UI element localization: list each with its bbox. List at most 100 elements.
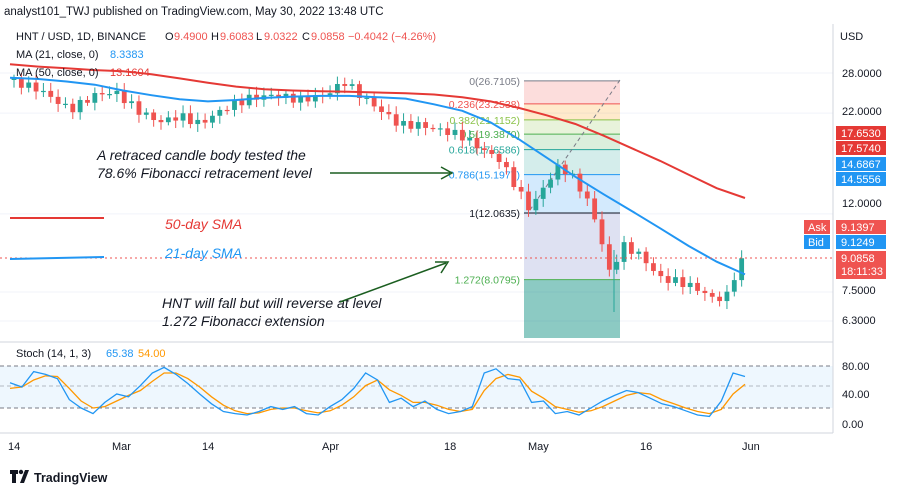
stoch-band bbox=[0, 366, 833, 408]
stoch-tick-40: 40.00 bbox=[842, 389, 870, 401]
candle-body bbox=[26, 82, 32, 88]
candle-body bbox=[327, 93, 333, 96]
time-tick-feb-14: 14 bbox=[8, 441, 20, 453]
fib-level-label-1: 0.236(23.2538) bbox=[449, 99, 520, 111]
close-value: 9.0858 bbox=[311, 31, 345, 43]
candle-body bbox=[158, 120, 164, 123]
sma50-series-line bbox=[9, 63, 746, 199]
retrace-text-line2: 78.6% Fibonacci retracement level bbox=[97, 165, 313, 181]
candle-body bbox=[430, 127, 436, 130]
candle-body bbox=[658, 270, 664, 277]
candle-body bbox=[511, 167, 517, 187]
bid-label: Bid bbox=[808, 237, 824, 249]
annotation-extension[interactable]: HNT will fall but will reverse at level … bbox=[162, 261, 450, 329]
candle-body bbox=[496, 154, 502, 162]
candle-body bbox=[342, 83, 348, 86]
ask-badge: Ask 9.1397 bbox=[804, 220, 886, 234]
candle-body bbox=[312, 95, 318, 102]
time-tick-mar-14: 14 bbox=[202, 441, 214, 453]
change-value: −0.4042 (−4.26%) bbox=[348, 31, 436, 43]
candle-body bbox=[92, 93, 98, 103]
candle-body bbox=[533, 198, 539, 211]
candle-body bbox=[239, 100, 245, 106]
candle-body bbox=[173, 117, 179, 121]
candle-body bbox=[592, 198, 598, 220]
candle-body bbox=[195, 119, 201, 125]
retrace-text-line1: A retraced candle body tested the bbox=[96, 147, 306, 163]
last-price-badge: 9.0858 18:11:33 bbox=[836, 251, 886, 279]
candle-body bbox=[77, 99, 83, 113]
price-tick-7-5: 7.5000 bbox=[842, 285, 876, 297]
candle-body bbox=[136, 101, 142, 115]
candle-body bbox=[386, 111, 392, 115]
candle-body bbox=[731, 280, 737, 292]
candle-body bbox=[555, 164, 561, 180]
sma21-annotation: 21-day SMA bbox=[164, 245, 242, 261]
candle-body bbox=[474, 137, 480, 149]
fib-zone-1 bbox=[524, 103, 620, 120]
bid-badge: Bid 9.1249 bbox=[804, 235, 886, 249]
symbol-legend[interactable]: HNT / USD, 1D, BINANCE O 9.4900 H 9.6083… bbox=[16, 31, 436, 43]
stoch-k-value: 65.38 bbox=[106, 348, 134, 360]
candle-body bbox=[724, 291, 730, 302]
tradingview-logo-icon bbox=[10, 469, 29, 483]
price-tick-28: 28.0000 bbox=[842, 68, 882, 80]
sma50-badge-1-text: 17.6530 bbox=[841, 128, 881, 140]
candle-body bbox=[445, 128, 451, 135]
fib-zone-extension bbox=[524, 279, 620, 338]
candle-body bbox=[232, 100, 237, 110]
candle-body bbox=[217, 109, 223, 116]
candle-body bbox=[202, 119, 208, 123]
candle-body bbox=[504, 161, 509, 168]
tradingview-logo[interactable]: TradingView bbox=[10, 469, 108, 485]
ask-label: Ask bbox=[808, 222, 827, 234]
annotation-sma21[interactable]: 21-day SMA bbox=[9, 245, 242, 261]
candle-body bbox=[210, 115, 215, 123]
candle-body bbox=[180, 113, 186, 121]
candle-body bbox=[371, 97, 377, 107]
candle-body bbox=[629, 242, 634, 254]
candle-body bbox=[268, 94, 274, 96]
candle-body bbox=[687, 282, 693, 288]
high-value: 9.6083 bbox=[220, 31, 254, 43]
candle-body bbox=[526, 191, 531, 211]
candle-body bbox=[467, 137, 473, 141]
candle-body bbox=[489, 150, 495, 155]
candle-body bbox=[335, 83, 340, 94]
ma21-legend-value: 8.3383 bbox=[110, 49, 144, 61]
candle-body bbox=[408, 121, 414, 129]
candle-body bbox=[33, 82, 39, 92]
last-price-value: 9.0858 bbox=[841, 253, 875, 265]
ma50-legend[interactable]: MA (50, close, 0) 13.1604 bbox=[16, 67, 150, 79]
candle-body bbox=[379, 106, 384, 112]
candle-body bbox=[283, 93, 289, 98]
candle-body bbox=[393, 114, 399, 126]
tradingview-wordmark: TradingView bbox=[34, 471, 108, 485]
fall-text-line2: 1.272 Fibonacci extension bbox=[162, 313, 325, 329]
candle-body bbox=[70, 103, 76, 113]
candle-body bbox=[518, 186, 524, 192]
candle-body bbox=[364, 97, 370, 99]
annotation-sma50[interactable]: 50-day SMA bbox=[10, 216, 242, 232]
candle-body bbox=[651, 263, 656, 271]
candle-body bbox=[717, 296, 722, 302]
candle-body bbox=[165, 117, 171, 123]
candle-body bbox=[415, 122, 421, 129]
candle-body bbox=[621, 242, 627, 262]
close-label: C bbox=[302, 31, 310, 43]
sma50-badge-2: 17.5740 bbox=[836, 141, 886, 155]
fib-zone-3 bbox=[524, 134, 620, 150]
ma21-legend[interactable]: MA (21, close, 0) 8.3383 bbox=[16, 49, 144, 61]
price-tick-12: 12.0000 bbox=[842, 198, 882, 210]
candle-body bbox=[99, 93, 105, 95]
high-label: H bbox=[211, 31, 219, 43]
annotation-retracement[interactable]: A retraced candle body tested the 78.6% … bbox=[96, 147, 454, 181]
price-tick-22: 22.0000 bbox=[842, 106, 882, 118]
open-value: 9.4900 bbox=[174, 31, 208, 43]
stoch-d-value: 54.00 bbox=[138, 348, 166, 360]
time-tick-may-16: 16 bbox=[640, 441, 652, 453]
fib-level-label-5: 0.786(15.1977) bbox=[449, 170, 520, 182]
stoch-tick-0: 0.00 bbox=[842, 419, 863, 431]
bid-value: 9.1249 bbox=[841, 237, 875, 249]
